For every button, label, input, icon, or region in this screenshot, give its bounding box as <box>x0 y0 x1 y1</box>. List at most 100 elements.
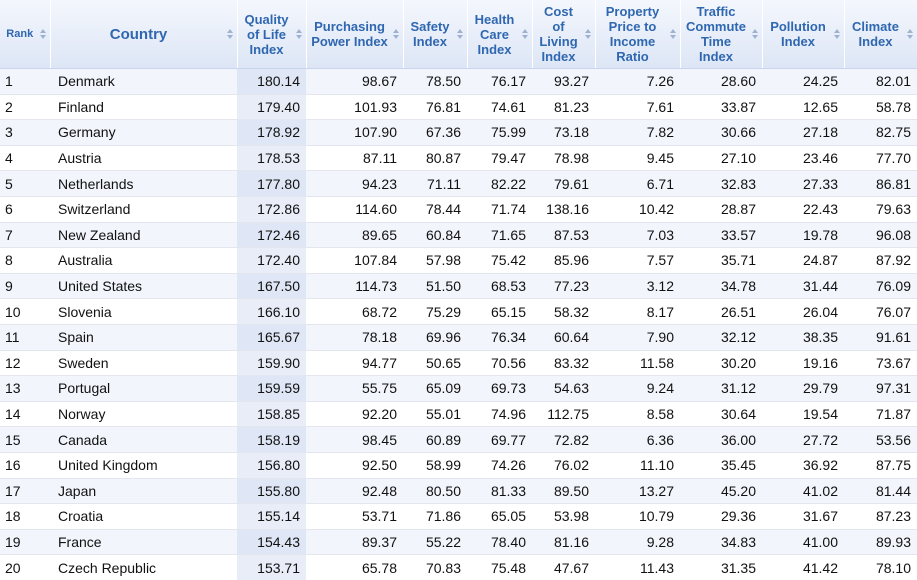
country-cell: United Kingdom <box>50 452 237 479</box>
value-cell: 60.89 <box>403 426 467 453</box>
value-cell: 93.27 <box>532 68 595 95</box>
country-cell: Denmark <box>50 68 237 95</box>
value-cell: 41.02 <box>762 478 844 505</box>
value-cell: 65.09 <box>403 375 467 402</box>
value-cell: 87.53 <box>532 222 595 249</box>
value-cell: 32.83 <box>680 170 762 197</box>
value-cell: 155.80 <box>237 478 306 505</box>
value-cell: 177.80 <box>237 170 306 197</box>
table-row: 1 Denmark 180.14 98.67 78.50 76.17 93.27 7.26 28… <box>0 68 917 95</box>
value-cell: 76.02 <box>532 452 595 479</box>
value-cell: 178.53 <box>237 145 306 172</box>
table-row: 16 United Kingdom 156.80 92.50 58.99 74.26 76.… <box>0 452 917 479</box>
value-cell: 47.67 <box>532 554 595 580</box>
value-cell: 19.78 <box>762 222 844 249</box>
rank-cell: 11 <box>0 324 50 351</box>
value-cell: 172.40 <box>237 247 306 274</box>
value-cell: 87.23 <box>844 503 917 530</box>
value-cell: 34.83 <box>680 529 762 556</box>
country-cell: Australia <box>50 247 237 274</box>
value-cell: 35.71 <box>680 247 762 274</box>
value-cell: 7.26 <box>595 68 680 95</box>
value-cell: 57.98 <box>403 247 467 274</box>
value-cell: 153.71 <box>237 554 306 580</box>
value-cell: 76.09 <box>844 273 917 300</box>
table-row: 3 Germany 178.92 107.90 67.36 75.99 73.18 7.82 3… <box>0 119 917 146</box>
value-cell: 41.42 <box>762 554 844 580</box>
value-cell: 101.93 <box>306 94 403 121</box>
value-cell: 107.84 <box>306 247 403 274</box>
column-header[interactable]: Safety Index <box>403 0 468 69</box>
value-cell: 54.63 <box>532 375 595 402</box>
column-header[interactable]: Cost of Living Index <box>532 0 596 69</box>
value-cell: 73.18 <box>532 119 595 146</box>
table-row: 5 Netherlands 177.80 94.23 71.11 82.22 79.61 6.… <box>0 170 917 197</box>
value-cell: 36.92 <box>762 452 844 479</box>
value-cell: 9.28 <box>595 529 680 556</box>
value-cell: 70.83 <box>403 554 467 580</box>
table-row: 11 Spain 165.67 78.18 69.96 76.34 60.64 7.90 32.… <box>0 324 917 351</box>
table-row: 6 Switzerland 172.86 114.60 78.44 71.74 138.16… <box>0 196 917 223</box>
header-row: Rank Country Quality of Life Index Purchasi… <box>0 0 917 69</box>
value-cell: 10.42 <box>595 196 680 223</box>
rank-cell: 7 <box>0 222 50 249</box>
country-cell: Czech Republic <box>50 554 237 580</box>
value-cell: 11.10 <box>595 452 680 479</box>
country-cell: Norway <box>50 401 237 428</box>
value-cell: 27.18 <box>762 119 844 146</box>
column-header[interactable]: Property Price to Income Ratio <box>595 0 681 69</box>
value-cell: 28.60 <box>680 68 762 95</box>
value-cell: 27.72 <box>762 426 844 453</box>
value-cell: 28.87 <box>680 196 762 223</box>
column-header[interactable]: Quality of Life Index <box>237 0 307 69</box>
value-cell: 75.99 <box>467 119 532 146</box>
value-cell: 87.75 <box>844 452 917 479</box>
value-cell: 74.96 <box>467 401 532 428</box>
value-cell: 38.35 <box>762 324 844 351</box>
value-cell: 27.33 <box>762 170 844 197</box>
value-cell: 87.11 <box>306 145 403 172</box>
value-cell: 8.58 <box>595 401 680 428</box>
value-cell: 97.31 <box>844 375 917 402</box>
value-cell: 58.32 <box>532 298 595 325</box>
value-cell: 71.86 <box>403 503 467 530</box>
value-cell: 156.80 <box>237 452 306 479</box>
column-header[interactable]: Pollution Index <box>762 0 845 69</box>
value-cell: 78.40 <box>467 529 532 556</box>
value-cell: 85.96 <box>532 247 595 274</box>
value-cell: 50.65 <box>403 350 467 377</box>
column-header[interactable]: Country <box>50 0 238 69</box>
column-header[interactable]: Traffic Commute Time Index <box>680 0 763 69</box>
value-cell: 89.93 <box>844 529 917 556</box>
column-header[interactable]: Rank <box>0 0 51 69</box>
column-header[interactable]: Purchasing Power Index <box>306 0 404 69</box>
column-header[interactable]: Health Care Index <box>467 0 533 69</box>
value-cell: 31.12 <box>680 375 762 402</box>
rank-cell: 17 <box>0 478 50 505</box>
value-cell: 55.75 <box>306 375 403 402</box>
value-cell: 166.10 <box>237 298 306 325</box>
value-cell: 72.82 <box>532 426 595 453</box>
value-cell: 45.20 <box>680 478 762 505</box>
table-row: 15 Canada 158.19 98.45 60.89 69.77 72.82 6.36 36… <box>0 426 917 453</box>
value-cell: 78.98 <box>532 145 595 172</box>
value-cell: 159.59 <box>237 375 306 402</box>
value-cell: 159.90 <box>237 350 306 377</box>
value-cell: 7.90 <box>595 324 680 351</box>
value-cell: 91.61 <box>844 324 917 351</box>
value-cell: 71.11 <box>403 170 467 197</box>
value-cell: 76.34 <box>467 324 532 351</box>
rank-cell: 8 <box>0 247 50 274</box>
country-cell: Japan <box>50 478 237 505</box>
value-cell: 71.87 <box>844 401 917 428</box>
value-cell: 19.54 <box>762 401 844 428</box>
rank-cell: 20 <box>0 554 50 580</box>
value-cell: 179.40 <box>237 94 306 121</box>
table-row: 14 Norway 158.85 92.20 55.01 74.96 112.75 8.58 3… <box>0 401 917 428</box>
value-cell: 89.50 <box>532 478 595 505</box>
value-cell: 11.43 <box>595 554 680 580</box>
table-row: 2 Finland 179.40 101.93 76.81 74.61 81.23 7.61 3… <box>0 94 917 121</box>
column-header[interactable]: Climate Index <box>844 0 917 69</box>
value-cell: 165.67 <box>237 324 306 351</box>
